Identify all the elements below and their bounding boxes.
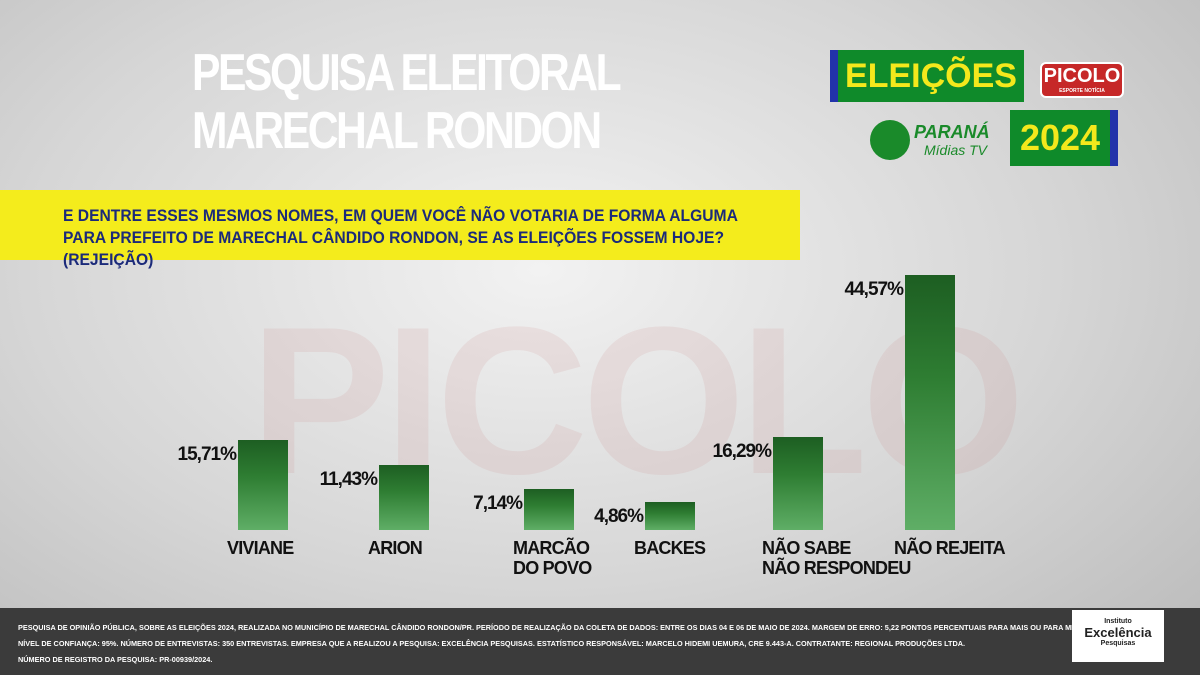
value-label: 15,71% <box>177 444 237 466</box>
title-line: MARECHAL RONDON <box>192 102 602 160</box>
footer-line: NÚMERO DE REGISTRO DA PESQUISA: PR-00939… <box>18 655 213 664</box>
bar <box>379 464 429 530</box>
logo-year: 2024 <box>1010 110 1110 166</box>
footer <box>0 608 1200 675</box>
bar <box>238 440 288 530</box>
footer-line: PESQUISA DE OPINIÃO PÚBLICA, SOBRE AS EL… <box>18 623 1094 632</box>
footer-line: NÍVEL DE CONFIANÇA: 95%. NÚMERO DE ENTRE… <box>18 639 966 648</box>
title: PESQUISA ELEITORAL MARECHAL RONDON <box>192 44 622 160</box>
logo-brand: PICOLO ESPORTE NOTÍCIA <box>1040 62 1124 98</box>
value-label: 11,43% <box>319 468 378 490</box>
brand-tagline: ESPORTE NOTÍCIA <box>1059 88 1105 94</box>
chart: 15,71% VIVIANE 11,43% ARION 7,14% MARCÃO DO P… <box>177 275 1006 578</box>
category-label: ARION <box>368 538 423 558</box>
category-label: VIVIANE <box>227 538 294 558</box>
logo-accent <box>830 50 838 102</box>
logo-accent <box>1110 110 1118 166</box>
category-label: NÃO REJEITA <box>894 538 1006 558</box>
partner-sub: Mídias TV <box>924 142 988 158</box>
institute-sub: Pesquisas <box>1100 640 1136 647</box>
value-label: 7,14% <box>473 493 523 515</box>
value-label: 4,86% <box>594 506 644 528</box>
brand-name: PICOLO <box>1043 65 1121 87</box>
category-label: NÃO SABE NÃO RESPONDEU <box>762 538 911 578</box>
bar <box>645 502 695 530</box>
logo-election: ELEIÇÕES <box>838 50 1024 102</box>
question: E DENTRE ESSES MESMOS NOMES, EM QUEM VOC… <box>63 206 738 269</box>
question-band <box>0 190 800 260</box>
category-label: MARCÃO DO POVO <box>513 538 592 578</box>
institute-top: Instituto <box>1104 618 1132 625</box>
bar <box>905 275 955 530</box>
bar <box>524 489 574 530</box>
title-line: PESQUISA ELEITORAL <box>192 44 622 102</box>
bar <box>773 436 823 530</box>
partner-name: PARANÁ <box>914 122 990 142</box>
institute-logo: Instituto Excelência Pesquisas <box>1072 610 1164 662</box>
value-label: 44,57% <box>844 279 904 300</box>
category-label: BACKES <box>634 538 706 558</box>
footer-text: PESQUISA DE OPINIÃO PÚBLICA, SOBRE AS EL… <box>18 620 1094 668</box>
institute-name: Excelência <box>1084 625 1152 640</box>
partner-icon <box>870 120 910 160</box>
value-label: 16,29% <box>712 440 772 462</box>
